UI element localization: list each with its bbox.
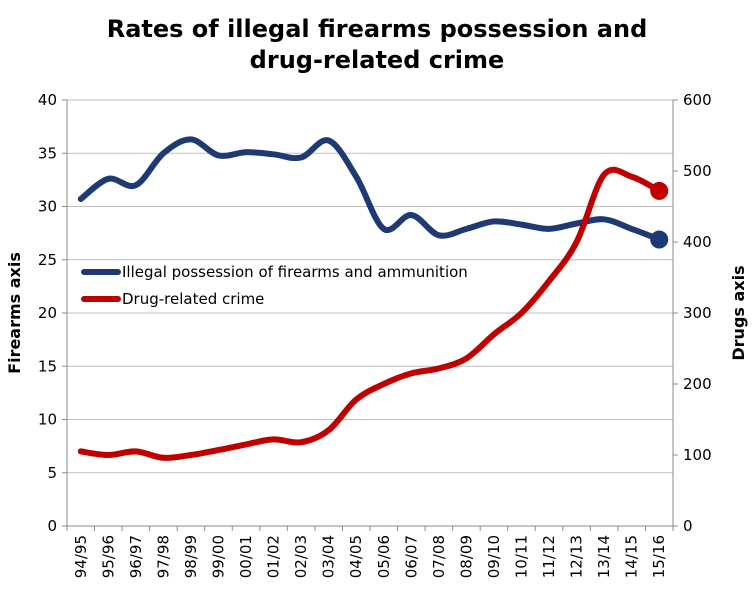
- series-line-2: [77, 166, 663, 461]
- chart-title-line-2: drug-related crime: [250, 46, 505, 74]
- left-tick-label: 35: [38, 144, 57, 162]
- left-tick-label: 5: [47, 464, 57, 482]
- right-tick-label: 400: [683, 233, 712, 251]
- x-tick-label: 05/06: [375, 535, 393, 578]
- right-axis-label: Drugs axis: [729, 265, 748, 360]
- left-tick-label: 15: [38, 357, 57, 375]
- right-tick-label: 100: [683, 446, 712, 464]
- legend-label-1: Illegal possession of firearms and ammun…: [122, 263, 468, 281]
- legend: Illegal possession of firearms and ammun…: [81, 263, 468, 308]
- chart-title-line-1: Rates of illegal firearms possession and: [107, 15, 648, 43]
- x-tick-label: 01/02: [265, 535, 283, 578]
- x-tick-label: 07/08: [430, 535, 448, 578]
- series-lines: [77, 136, 669, 461]
- x-tick-label: 97/98: [154, 535, 172, 578]
- legend-label-2: Drug-related crime: [122, 290, 264, 308]
- left-tick-label: 40: [38, 91, 57, 109]
- left-tick-label: 25: [38, 251, 57, 269]
- x-tick-label: 98/99: [182, 535, 200, 578]
- x-tick-label: 09/10: [485, 535, 503, 578]
- x-tick-label: 99/00: [210, 535, 228, 578]
- x-tick-label: 13/14: [595, 535, 613, 578]
- x-tick-label: 03/04: [320, 535, 338, 578]
- right-tick-label: 300: [683, 304, 712, 322]
- x-tick-label: 02/03: [292, 535, 310, 578]
- left-axis-tick-labels: 0 5 10 15 20 25 30 35 40: [38, 91, 57, 535]
- x-tick-label: 06/07: [402, 535, 420, 578]
- x-tick-label: 15/16: [650, 535, 668, 578]
- left-tick-label: 30: [38, 198, 57, 216]
- series-1-end-marker: [650, 230, 669, 249]
- x-tick-label: 11/12: [540, 535, 558, 578]
- right-tick-label: 0: [683, 517, 693, 535]
- x-tick-label: 12/13: [568, 535, 586, 578]
- x-tick-label: 10/11: [513, 535, 531, 578]
- axes: [62, 99, 678, 531]
- series-2-end-marker: [650, 181, 669, 200]
- left-tick-label: 10: [38, 411, 57, 429]
- right-tick-label: 200: [683, 375, 712, 393]
- right-tick-label: 500: [683, 162, 712, 180]
- left-axis-label: Firearms axis: [5, 252, 24, 374]
- x-tick-label: 04/05: [347, 535, 365, 578]
- x-tick-label: 00/01: [237, 535, 255, 578]
- x-axis-tick-labels: 94/95 95/96 96/97 97/98 98/99 99/00 00/01 01/02…: [72, 535, 668, 578]
- gridlines: [67, 99, 673, 527]
- x-tick-label: 08/09: [457, 535, 475, 578]
- x-tick-label: 96/97: [127, 535, 145, 578]
- left-tick-label: 20: [38, 304, 57, 322]
- x-tick-label: 95/96: [99, 535, 117, 578]
- left-tick-label: 0: [47, 517, 57, 535]
- right-axis-tick-labels: 0 100 200 300 400 500 600: [683, 91, 712, 535]
- x-tick-label: 94/95: [72, 535, 90, 578]
- right-tick-label: 600: [683, 91, 712, 109]
- series-line-1: [77, 136, 663, 243]
- x-tick-label: 14/15: [623, 535, 641, 578]
